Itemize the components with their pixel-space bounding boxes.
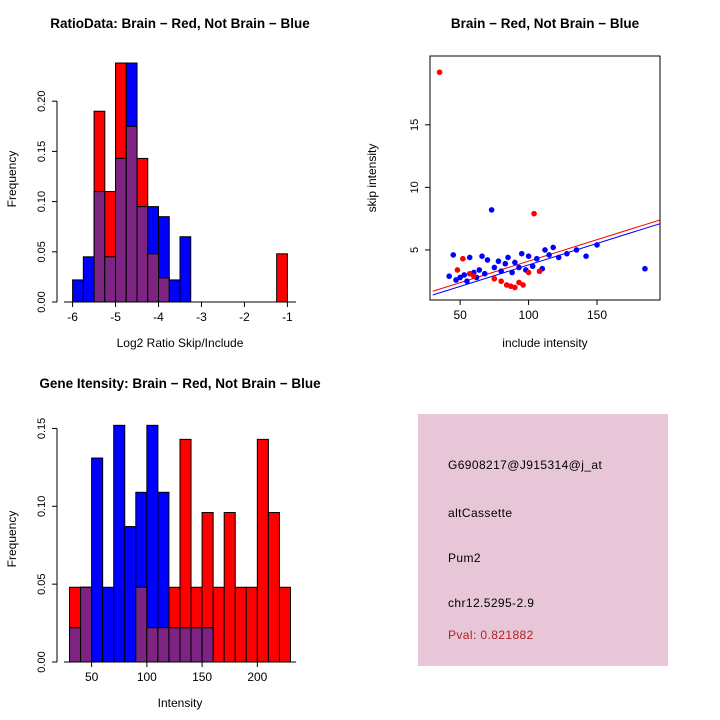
gene-intensity-histogram-chart: 50 100 150 200 0.00 0.05 0.10 0.15 Gene Itensity… (5, 376, 321, 710)
svg-text:-5: -5 (110, 310, 121, 324)
gene-symbol-text: Pum2 (448, 551, 481, 565)
svg-text:RatioData: Brain − Red, Not Br: RatioData: Brain − Red, Not Brain − Blue (50, 16, 310, 31)
svg-text:Log2 Ratio Skip/Include: Log2 Ratio Skip/Include (117, 336, 244, 350)
svg-text:5: 5 (409, 247, 421, 253)
svg-text:0.15: 0.15 (36, 418, 48, 439)
svg-text:0.05: 0.05 (36, 241, 48, 262)
svg-text:100: 100 (519, 308, 539, 322)
svg-text:0.10: 0.10 (36, 496, 48, 517)
gene-info-box: G6908217@J915314@j_at altCassette Pum2 c… (418, 414, 668, 666)
panel-intensity-scatter: 50 100 150 5 10 15 Brain − Red, Not Brain − Bl… (360, 0, 720, 360)
panel-gene-info: G6908217@J915314@j_at altCassette Pum2 c… (360, 360, 720, 720)
svg-text:150: 150 (587, 308, 607, 322)
svg-text:150: 150 (192, 670, 212, 684)
svg-text:-1: -1 (282, 310, 293, 324)
event-type-text: altCassette (448, 506, 513, 520)
panel-gene-histogram: 50 100 150 200 0.00 0.05 0.10 0.15 Gene Itensity… (0, 360, 360, 720)
svg-text:0.05: 0.05 (36, 573, 48, 594)
svg-text:0.10: 0.10 (36, 191, 48, 212)
svg-text:-6: -6 (67, 310, 78, 324)
locus-text: chr12.5295-2.9 (448, 596, 535, 610)
svg-text:0.00: 0.00 (36, 651, 48, 672)
svg-text:10: 10 (409, 181, 421, 193)
svg-text:100: 100 (137, 670, 157, 684)
svg-text:Frequency: Frequency (5, 151, 19, 208)
svg-text:15: 15 (409, 119, 421, 131)
svg-text:Gene Itensity: Brain − Red, No: Gene Itensity: Brain − Red, Not Brain − … (39, 376, 321, 391)
svg-text:50: 50 (453, 308, 467, 322)
svg-text:-3: -3 (196, 310, 207, 324)
probe-id-text: G6908217@J915314@j_at (448, 458, 603, 472)
svg-text:Intensity: Intensity (158, 696, 203, 710)
svg-text:skip intensity: skip intensity (365, 144, 379, 213)
svg-text:-2: -2 (239, 310, 250, 324)
pval-text: Pval: 0.821882 (448, 628, 534, 642)
svg-text:50: 50 (85, 670, 99, 684)
svg-text:0.15: 0.15 (36, 141, 48, 162)
intensity-scatter-chart: 50 100 150 5 10 15 Brain − Red, Not Brain − Bl… (365, 16, 661, 350)
svg-text:Brain − Red, Not Brain − Blue: Brain − Red, Not Brain − Blue (451, 16, 640, 31)
svg-text:Frequency: Frequency (5, 511, 19, 568)
svg-text:include intensity: include intensity (502, 336, 587, 350)
panel-ratio-histogram: -6 -5 -4 -3 -2 -1 0.00 0.05 0.10 0.15 0.20 RatioDat… (0, 0, 360, 360)
svg-text:-4: -4 (153, 310, 164, 324)
svg-text:200: 200 (247, 670, 267, 684)
svg-text:0.20: 0.20 (36, 90, 48, 111)
svg-text:0.00: 0.00 (36, 291, 48, 312)
ratio-histogram-chart: -6 -5 -4 -3 -2 -1 0.00 0.05 0.10 0.15 0.20 RatioDat… (5, 16, 310, 350)
